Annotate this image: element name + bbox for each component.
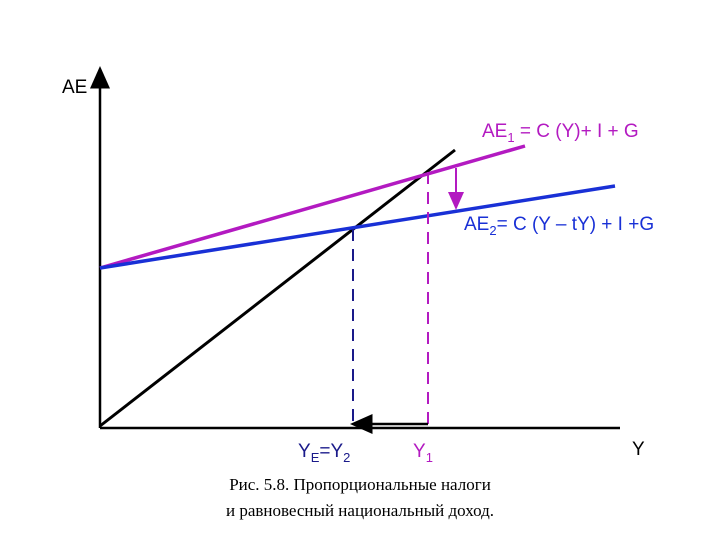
x-axis-label: Y xyxy=(632,439,645,460)
caption-line-1: Рис. 5.8. Пропорциональные налоги xyxy=(229,475,491,494)
ye-label: YE=Y2 xyxy=(298,441,350,465)
y-axis-label: AE xyxy=(62,77,87,98)
diagonal-line xyxy=(99,148,456,428)
caption-line-2: и равновесный национальный доход. xyxy=(225,501,495,520)
ae1-label: AE1 = C (Y)+ I + G xyxy=(482,121,639,145)
ae2-label: AE2= C (Y – tY) + I +G xyxy=(464,214,654,238)
ae2-line xyxy=(99,184,616,270)
ae1-line xyxy=(99,144,526,270)
y1-label: Y1 xyxy=(413,441,433,465)
